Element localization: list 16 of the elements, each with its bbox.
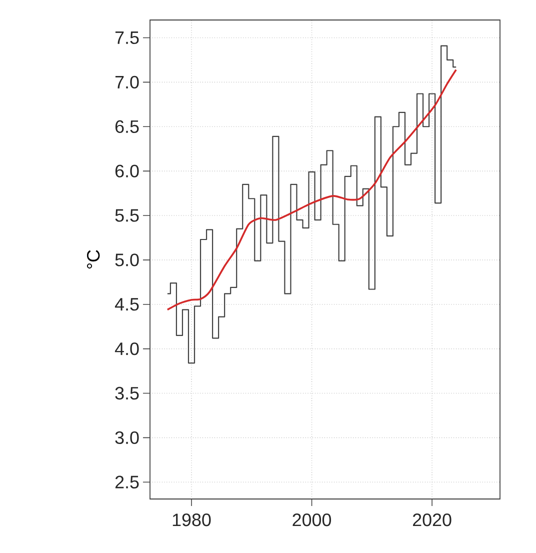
x-tick-label: 2000 — [292, 514, 332, 526]
y-tick-label: 7.5 — [115, 32, 139, 44]
y-tick-label: 4.0 — [114, 342, 139, 356]
y-tick-label: 5.0 — [115, 254, 139, 266]
y-tick-label: 4.5 — [114, 298, 139, 311]
y-tick-label: 6.5 — [115, 120, 139, 133]
y-tick-label: 3.0 — [115, 431, 139, 444]
x-tick-label: 2020 — [413, 514, 452, 526]
y-tick-label: 7.0 — [115, 76, 139, 89]
y-tick-label: 3.5 — [115, 386, 139, 400]
y-tick-label: 2.5 — [115, 476, 139, 488]
y-axis-title: °C — [87, 250, 100, 268]
y-tick-label: 6.0 — [115, 164, 139, 178]
line-series — [166, 68, 457, 311]
y-tick-label: 5.5 — [115, 209, 139, 222]
x-tick-label: 1980 — [172, 514, 211, 526]
